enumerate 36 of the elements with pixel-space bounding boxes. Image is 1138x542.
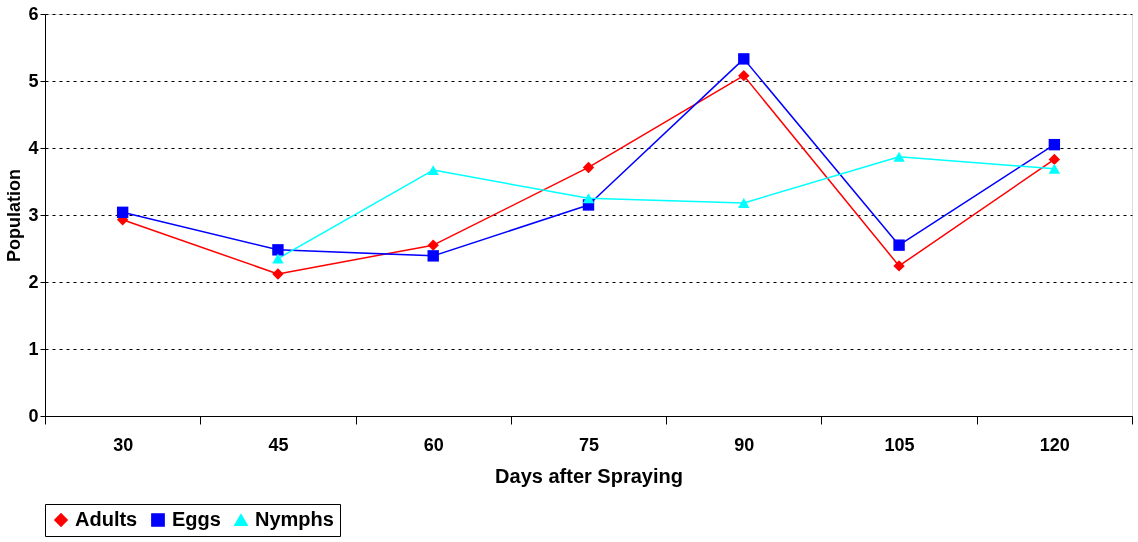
y-tick-label: 4 [28,137,39,158]
x-tick-label: 75 [578,434,600,455]
legend-label: Nymphs [255,508,334,530]
point [738,198,750,208]
point [893,260,905,272]
x-axis-title: Days after Spraying [495,464,683,487]
y-tick-label: 0 [28,405,39,426]
x-tick-label: 45 [268,434,289,455]
point [272,244,284,256]
legend-label: Eggs [172,508,221,530]
point [893,151,905,162]
x-tick-label: 90 [734,434,755,455]
point [116,206,129,219]
y-tick-label: 3 [28,204,39,225]
point [1048,153,1061,166]
point [893,239,905,251]
point [427,165,439,176]
point [427,239,439,251]
point [738,53,750,65]
point [1048,138,1061,151]
y-tick-label: 5 [28,70,39,91]
x-tick-label: 30 [113,434,134,455]
x-tick-label: 120 [1039,434,1070,455]
point [582,161,595,174]
point [1048,163,1061,174]
y-tick-label: 1 [28,338,39,359]
y-tick-label: 2 [28,271,39,292]
point [582,193,595,204]
point [427,250,439,262]
x-tick-label: 60 [423,434,444,455]
y-axis-title: Population [4,169,25,262]
x-tick-label: 105 [884,434,915,455]
y-tick-label: 6 [28,3,39,24]
point [272,268,284,280]
legend-label: Adults [75,508,138,530]
point [738,69,750,82]
